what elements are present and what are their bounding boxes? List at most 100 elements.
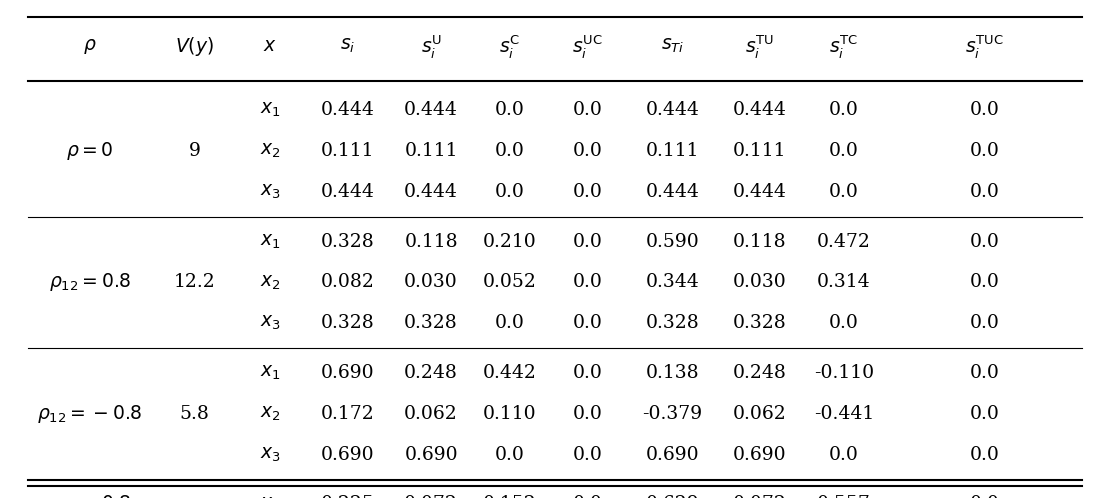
Text: 0.172: 0.172 bbox=[321, 405, 375, 423]
Text: $x_1$: $x_1$ bbox=[260, 233, 281, 250]
Text: $s_{Ti}$: $s_{Ti}$ bbox=[660, 37, 684, 55]
Text: $s_i^{\mathrm{UC}}$: $s_i^{\mathrm{UC}}$ bbox=[573, 32, 603, 60]
Text: 0.0: 0.0 bbox=[970, 496, 1000, 498]
Text: $x_1$: $x_1$ bbox=[260, 101, 281, 119]
Text: 0.472: 0.472 bbox=[817, 233, 871, 250]
Text: 0.030: 0.030 bbox=[733, 273, 787, 291]
Text: 0.0: 0.0 bbox=[573, 142, 603, 160]
Text: 0.072: 0.072 bbox=[404, 496, 458, 498]
Text: 0.0: 0.0 bbox=[970, 183, 1000, 201]
Text: 0.590: 0.590 bbox=[646, 233, 699, 250]
Text: $V(y)$: $V(y)$ bbox=[175, 34, 214, 58]
Text: 0.118: 0.118 bbox=[404, 233, 458, 250]
Text: $x_1$: $x_1$ bbox=[260, 364, 281, 382]
Text: $\rho_{12} = -0.8$: $\rho_{12} = -0.8$ bbox=[38, 403, 142, 425]
Text: 0.0: 0.0 bbox=[970, 233, 1000, 250]
Text: 0.0: 0.0 bbox=[573, 446, 603, 464]
Text: 0.111: 0.111 bbox=[733, 142, 786, 160]
Text: 0.248: 0.248 bbox=[733, 364, 787, 382]
Text: 0.690: 0.690 bbox=[733, 446, 786, 464]
Text: 0.328: 0.328 bbox=[733, 314, 787, 332]
Text: 0.0: 0.0 bbox=[495, 314, 525, 332]
Text: 0.0: 0.0 bbox=[829, 101, 859, 119]
Text: 12.2: 12.2 bbox=[173, 273, 215, 291]
Text: 0.0: 0.0 bbox=[829, 142, 859, 160]
Text: 0.062: 0.062 bbox=[404, 405, 458, 423]
Text: 9: 9 bbox=[189, 142, 200, 160]
Text: 0.444: 0.444 bbox=[404, 183, 458, 201]
Text: 0.629: 0.629 bbox=[646, 496, 699, 498]
Text: 0.0: 0.0 bbox=[573, 496, 603, 498]
Text: $s_i^{\mathrm{TC}}$: $s_i^{\mathrm{TC}}$ bbox=[829, 32, 858, 60]
Text: 0.0: 0.0 bbox=[495, 183, 525, 201]
Text: $x$: $x$ bbox=[263, 37, 278, 55]
Text: 0.152: 0.152 bbox=[483, 496, 536, 498]
Text: 0.0: 0.0 bbox=[573, 405, 603, 423]
Text: 0.444: 0.444 bbox=[646, 101, 699, 119]
Text: 0.248: 0.248 bbox=[404, 364, 458, 382]
Text: $x_1$: $x_1$ bbox=[260, 496, 281, 498]
Text: 0.328: 0.328 bbox=[321, 314, 375, 332]
Text: 0.111: 0.111 bbox=[404, 142, 457, 160]
Text: 0.0: 0.0 bbox=[573, 101, 603, 119]
Text: 0.0: 0.0 bbox=[970, 273, 1000, 291]
Text: $\rho$: $\rho$ bbox=[83, 36, 97, 56]
Text: 0.0: 0.0 bbox=[970, 101, 1000, 119]
Text: $x_2$: $x_2$ bbox=[260, 273, 281, 291]
Text: 0.0: 0.0 bbox=[970, 314, 1000, 332]
Text: $s_i^{\mathrm{C}}$: $s_i^{\mathrm{C}}$ bbox=[500, 32, 521, 60]
Text: $x_2$: $x_2$ bbox=[260, 142, 281, 160]
Text: 5.8: 5.8 bbox=[180, 405, 210, 423]
Text: 0.0: 0.0 bbox=[970, 446, 1000, 464]
Text: 0.0: 0.0 bbox=[829, 446, 859, 464]
Text: 0.328: 0.328 bbox=[404, 314, 458, 332]
Text: 0.0: 0.0 bbox=[829, 314, 859, 332]
Text: 0.0: 0.0 bbox=[970, 364, 1000, 382]
Text: $\rho = 0$: $\rho = 0$ bbox=[67, 140, 113, 162]
Text: 0.328: 0.328 bbox=[321, 233, 375, 250]
Text: 0.082: 0.082 bbox=[321, 273, 375, 291]
Text: $x_3$: $x_3$ bbox=[260, 314, 281, 332]
Text: -0.441: -0.441 bbox=[814, 405, 874, 423]
Text: 0.444: 0.444 bbox=[646, 183, 699, 201]
Text: 0.557: 0.557 bbox=[817, 496, 871, 498]
Text: 0.444: 0.444 bbox=[404, 101, 458, 119]
Text: $s_i^{\mathrm{TU}}$: $s_i^{\mathrm{TU}}$ bbox=[745, 32, 774, 60]
Text: $\rho_{12} = 0.8$: $\rho_{12} = 0.8$ bbox=[49, 271, 131, 293]
Text: 0.111: 0.111 bbox=[646, 142, 699, 160]
Text: 0.690: 0.690 bbox=[321, 446, 374, 464]
Text: -0.379: -0.379 bbox=[643, 405, 703, 423]
Text: 0.118: 0.118 bbox=[733, 233, 786, 250]
Text: 0.052: 0.052 bbox=[483, 273, 536, 291]
Text: 0.444: 0.444 bbox=[321, 101, 375, 119]
Text: 0.444: 0.444 bbox=[733, 183, 787, 201]
Text: 0.0: 0.0 bbox=[573, 314, 603, 332]
Text: 0.0: 0.0 bbox=[970, 142, 1000, 160]
Text: $x_2$: $x_2$ bbox=[260, 405, 281, 423]
Text: 0.062: 0.062 bbox=[733, 405, 787, 423]
Text: $s_i$: $s_i$ bbox=[340, 37, 355, 55]
Text: -0.110: -0.110 bbox=[814, 364, 874, 382]
Text: 0.0: 0.0 bbox=[495, 142, 525, 160]
Text: 0.0: 0.0 bbox=[573, 183, 603, 201]
Text: $x_3$: $x_3$ bbox=[260, 183, 281, 201]
Text: 0.072: 0.072 bbox=[733, 496, 787, 498]
Text: 0.0: 0.0 bbox=[573, 233, 603, 250]
Text: 0.0: 0.0 bbox=[573, 364, 603, 382]
Text: 0.0: 0.0 bbox=[829, 183, 859, 201]
Text: $\rho_{12} = 0.8$: $\rho_{12} = 0.8$ bbox=[49, 494, 131, 498]
Text: 0.110: 0.110 bbox=[483, 405, 536, 423]
Text: 0.138: 0.138 bbox=[646, 364, 699, 382]
Text: 0.444: 0.444 bbox=[733, 101, 787, 119]
Text: 0.690: 0.690 bbox=[404, 446, 458, 464]
Text: 0.0: 0.0 bbox=[573, 273, 603, 291]
Text: $x_3$: $x_3$ bbox=[260, 446, 281, 464]
Text: 0.444: 0.444 bbox=[321, 183, 375, 201]
Text: 0.314: 0.314 bbox=[817, 273, 870, 291]
Text: 0.210: 0.210 bbox=[483, 233, 536, 250]
Text: 0.030: 0.030 bbox=[404, 273, 458, 291]
Text: 0.690: 0.690 bbox=[321, 364, 374, 382]
Text: 0.225: 0.225 bbox=[321, 496, 375, 498]
Text: $s_i^{\mathrm{U}}$: $s_i^{\mathrm{U}}$ bbox=[421, 32, 442, 60]
Text: 0.0: 0.0 bbox=[495, 101, 525, 119]
